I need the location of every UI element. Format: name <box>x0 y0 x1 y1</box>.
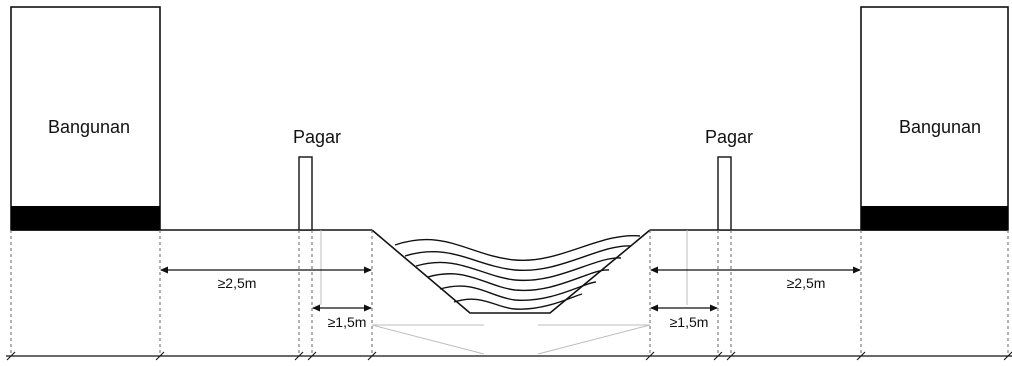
baseline-ticks <box>6 351 1012 361</box>
channel-outline <box>371 229 651 314</box>
dim-label-fence-channel-right: ≥1,5m <box>670 314 709 330</box>
building-label-right: Bangunan <box>899 117 981 137</box>
fence-post-left <box>298 156 313 231</box>
foundation-right <box>861 206 1008 230</box>
water-layers <box>394 235 641 310</box>
foundation-left <box>11 206 160 230</box>
building-right <box>860 6 1009 231</box>
fence-label-left: Pagar <box>293 127 341 147</box>
dim-label-building-channel-right: ≥2,5m <box>787 275 826 291</box>
dashed-reference-lines <box>10 230 1009 356</box>
fence-label-right: Pagar <box>705 127 753 147</box>
dim-label-building-channel-left: ≥2,5m <box>218 275 257 291</box>
building-label-left: Bangunan <box>48 117 130 137</box>
building-left <box>10 6 161 231</box>
light-guide-lines <box>320 230 688 355</box>
dim-label-fence-channel-left: ≥1,5m <box>328 314 367 330</box>
fence-post-right <box>717 156 732 231</box>
